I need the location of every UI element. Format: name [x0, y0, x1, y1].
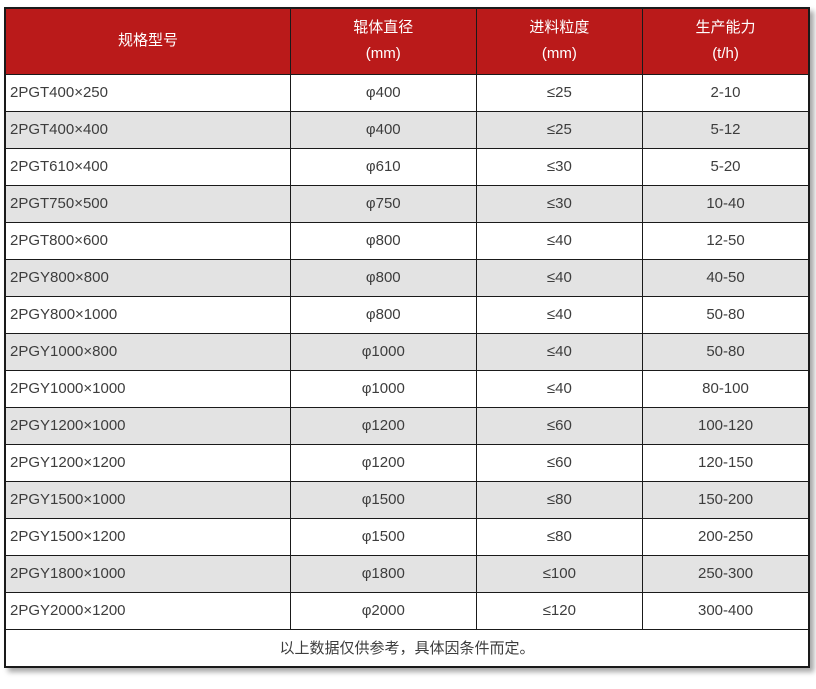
model-cell: 2PGT400×400: [4, 110, 291, 149]
table-row: 2PGT800×600 φ800 ≤40 12-50: [4, 221, 810, 260]
roller-diameter-cell: φ1200: [289, 443, 477, 482]
feed-size-cell: ≤40: [475, 258, 644, 297]
model-cell: 2PGY800×800: [4, 258, 291, 297]
spec-table-body: 2PGT400×250 φ400 ≤25 2-10 2PGT400×400 φ400 ≤25…: [4, 73, 810, 630]
capacity-cell: 150-200: [642, 480, 810, 519]
col-header-roller-diameter: 辊体直径 (mm): [289, 7, 477, 75]
col-header-roller-diameter-unit: (mm): [365, 45, 401, 63]
capacity-cell: 5-20: [642, 147, 810, 186]
roller-diameter-cell: φ400: [289, 110, 477, 149]
feed-size-cell: ≤30: [475, 184, 644, 223]
roller-diameter-cell: φ400: [289, 73, 477, 112]
footnote-row: 以上数据仅供参考，具体因条件而定。: [4, 628, 810, 668]
table-row: 2PGY2000×1200 φ2000 ≤120 300-400: [4, 591, 810, 630]
table-row: 2PGY1500×1000 φ1500 ≤80 150-200: [4, 480, 810, 519]
feed-size-cell: ≤40: [475, 369, 644, 408]
col-header-capacity-unit: (t/h): [712, 45, 739, 63]
capacity-cell: 12-50: [642, 221, 810, 260]
model-cell: 2PGY1500×1000: [4, 480, 291, 519]
table-row: 2PGT400×400 φ400 ≤25 5-12: [4, 110, 810, 149]
model-cell: 2PGY1000×800: [4, 332, 291, 371]
capacity-cell: 40-50: [642, 258, 810, 297]
model-cell: 2PGY1200×1000: [4, 406, 291, 445]
table-row: 2PGY1000×800 φ1000 ≤40 50-80: [4, 332, 810, 371]
table-row: 2PGY1200×1000 φ1200 ≤60 100-120: [4, 406, 810, 445]
model-cell: 2PGY1000×1000: [4, 369, 291, 408]
table-row: 2PGY1000×1000 φ1000 ≤40 80-100: [4, 369, 810, 408]
col-header-model-label: 规格型号: [117, 32, 178, 50]
col-header-capacity: 生产能力 (t/h): [642, 7, 810, 75]
model-cell: 2PGT400×250: [4, 73, 291, 112]
table-row: 2PGT610×400 φ610 ≤30 5-20: [4, 147, 810, 186]
model-cell: 2PGT750×500: [4, 184, 291, 223]
table-row: 2PGT750×500 φ750 ≤30 10-40: [4, 184, 810, 223]
roller-diameter-cell: φ800: [289, 258, 477, 297]
spec-table-header: 规格型号 辊体直径 (mm) 进料粒度 (mm) 生产能力 (t/h): [4, 7, 810, 75]
feed-size-cell: ≤25: [475, 110, 644, 149]
feed-size-cell: ≤30: [475, 147, 644, 186]
col-header-feed-size: 进料粒度 (mm): [475, 7, 644, 75]
capacity-cell: 2-10: [642, 73, 810, 112]
feed-size-cell: ≤80: [475, 480, 644, 519]
model-cell: 2PGY1500×1200: [4, 517, 291, 556]
roller-diameter-cell: φ1500: [289, 517, 477, 556]
capacity-cell: 10-40: [642, 184, 810, 223]
col-header-feed-size-unit: (mm): [541, 45, 577, 63]
col-header-capacity-label: 生产能力: [695, 19, 756, 37]
table-row: 2PGY800×800 φ800 ≤40 40-50: [4, 258, 810, 297]
table-row: 2PGY1500×1200 φ1500 ≤80 200-250: [4, 517, 810, 556]
model-cell: 2PGT610×400: [4, 147, 291, 186]
feed-size-cell: ≤120: [475, 591, 644, 630]
roller-diameter-cell: φ1800: [289, 554, 477, 593]
header-row: 规格型号 辊体直径 (mm) 进料粒度 (mm) 生产能力 (t/h): [4, 7, 810, 75]
model-cell: 2PGY1200×1200: [4, 443, 291, 482]
capacity-cell: 120-150: [642, 443, 810, 482]
roller-diameter-cell: φ2000: [289, 591, 477, 630]
capacity-cell: 50-80: [642, 332, 810, 371]
roller-diameter-cell: φ1000: [289, 332, 477, 371]
spec-table-footer: 以上数据仅供参考，具体因条件而定。: [4, 628, 810, 668]
col-header-model: 规格型号: [4, 7, 291, 75]
model-cell: 2PGY2000×1200: [4, 591, 291, 630]
table-row: 2PGY1200×1200 φ1200 ≤60 120-150: [4, 443, 810, 482]
feed-size-cell: ≤40: [475, 332, 644, 371]
capacity-cell: 80-100: [642, 369, 810, 408]
model-cell: 2PGY800×1000: [4, 295, 291, 334]
feed-size-cell: ≤60: [475, 406, 644, 445]
feed-size-cell: ≤40: [475, 221, 644, 260]
col-header-feed-size-label: 进料粒度: [529, 19, 590, 37]
feed-size-cell: ≤60: [475, 443, 644, 482]
feed-size-cell: ≤80: [475, 517, 644, 556]
capacity-cell: 300-400: [642, 591, 810, 630]
roller-diameter-cell: φ1000: [289, 369, 477, 408]
capacity-cell: 50-80: [642, 295, 810, 334]
footnote: 以上数据仅供参考，具体因条件而定。: [4, 628, 810, 668]
roller-diameter-cell: φ610: [289, 147, 477, 186]
feed-size-cell: ≤40: [475, 295, 644, 334]
spec-table-container: 规格型号 辊体直径 (mm) 进料粒度 (mm) 生产能力 (t/h): [4, 7, 810, 668]
feed-size-cell: ≤25: [475, 73, 644, 112]
model-cell: 2PGY1800×1000: [4, 554, 291, 593]
roller-diameter-cell: φ1500: [289, 480, 477, 519]
model-cell: 2PGT800×600: [4, 221, 291, 260]
spec-table: 规格型号 辊体直径 (mm) 进料粒度 (mm) 生产能力 (t/h): [4, 7, 810, 668]
capacity-cell: 5-12: [642, 110, 810, 149]
col-header-roller-diameter-label: 辊体直径: [353, 19, 414, 37]
table-row: 2PGY800×1000 φ800 ≤40 50-80: [4, 295, 810, 334]
table-row: 2PGT400×250 φ400 ≤25 2-10: [4, 73, 810, 112]
roller-diameter-cell: φ750: [289, 184, 477, 223]
capacity-cell: 200-250: [642, 517, 810, 556]
capacity-cell: 250-300: [642, 554, 810, 593]
roller-diameter-cell: φ1200: [289, 406, 477, 445]
roller-diameter-cell: φ800: [289, 295, 477, 334]
capacity-cell: 100-120: [642, 406, 810, 445]
table-row: 2PGY1800×1000 φ1800 ≤100 250-300: [4, 554, 810, 593]
feed-size-cell: ≤100: [475, 554, 644, 593]
roller-diameter-cell: φ800: [289, 221, 477, 260]
